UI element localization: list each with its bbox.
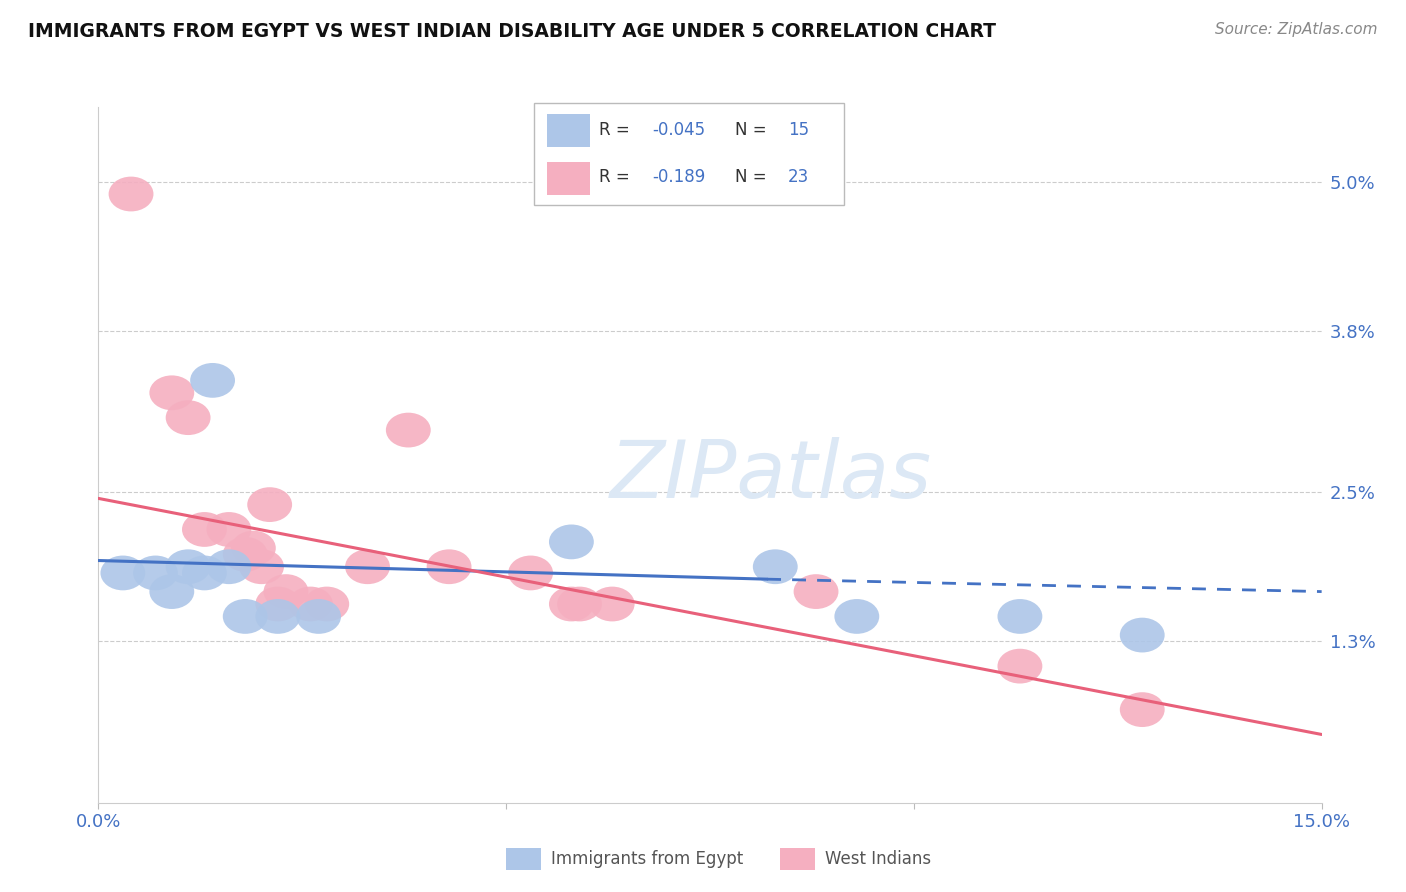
Ellipse shape: [834, 599, 879, 634]
Ellipse shape: [508, 556, 553, 591]
Ellipse shape: [344, 549, 389, 584]
Text: West Indians: West Indians: [825, 850, 931, 868]
Text: R =: R =: [599, 121, 636, 139]
FancyBboxPatch shape: [547, 162, 591, 194]
Ellipse shape: [304, 587, 349, 622]
Ellipse shape: [239, 549, 284, 584]
Ellipse shape: [247, 487, 292, 522]
Ellipse shape: [190, 363, 235, 398]
Text: R =: R =: [599, 169, 636, 186]
FancyBboxPatch shape: [547, 114, 591, 146]
Ellipse shape: [793, 574, 838, 609]
Ellipse shape: [222, 537, 267, 572]
Text: Immigrants from Egypt: Immigrants from Egypt: [551, 850, 744, 868]
FancyBboxPatch shape: [780, 848, 815, 870]
Text: IMMIGRANTS FROM EGYPT VS WEST INDIAN DISABILITY AGE UNDER 5 CORRELATION CHART: IMMIGRANTS FROM EGYPT VS WEST INDIAN DIS…: [28, 22, 995, 41]
Ellipse shape: [207, 512, 252, 547]
Ellipse shape: [256, 587, 301, 622]
Ellipse shape: [548, 587, 593, 622]
Ellipse shape: [256, 599, 301, 634]
Ellipse shape: [997, 599, 1042, 634]
Text: N =: N =: [735, 121, 772, 139]
Text: N =: N =: [735, 169, 772, 186]
Ellipse shape: [548, 524, 593, 559]
Ellipse shape: [181, 556, 226, 591]
Ellipse shape: [297, 599, 342, 634]
Ellipse shape: [181, 512, 226, 547]
Text: 15: 15: [787, 121, 808, 139]
Ellipse shape: [166, 401, 211, 435]
Ellipse shape: [149, 376, 194, 410]
Ellipse shape: [207, 549, 252, 584]
Ellipse shape: [222, 599, 267, 634]
Text: ZIPatlas: ZIPatlas: [610, 437, 932, 515]
FancyBboxPatch shape: [506, 848, 541, 870]
Ellipse shape: [100, 556, 145, 591]
Ellipse shape: [557, 587, 602, 622]
Ellipse shape: [426, 549, 471, 584]
Ellipse shape: [231, 531, 276, 566]
Ellipse shape: [589, 587, 634, 622]
Ellipse shape: [166, 549, 211, 584]
Ellipse shape: [134, 556, 179, 591]
Ellipse shape: [263, 574, 308, 609]
Text: Source: ZipAtlas.com: Source: ZipAtlas.com: [1215, 22, 1378, 37]
Text: -0.189: -0.189: [652, 169, 704, 186]
Ellipse shape: [108, 177, 153, 211]
Ellipse shape: [752, 549, 797, 584]
Ellipse shape: [997, 648, 1042, 683]
Text: 23: 23: [787, 169, 810, 186]
Ellipse shape: [385, 413, 430, 448]
Ellipse shape: [1119, 692, 1164, 727]
Text: -0.045: -0.045: [652, 121, 704, 139]
Ellipse shape: [1119, 617, 1164, 652]
Ellipse shape: [149, 574, 194, 609]
Ellipse shape: [288, 587, 333, 622]
FancyBboxPatch shape: [534, 103, 844, 205]
